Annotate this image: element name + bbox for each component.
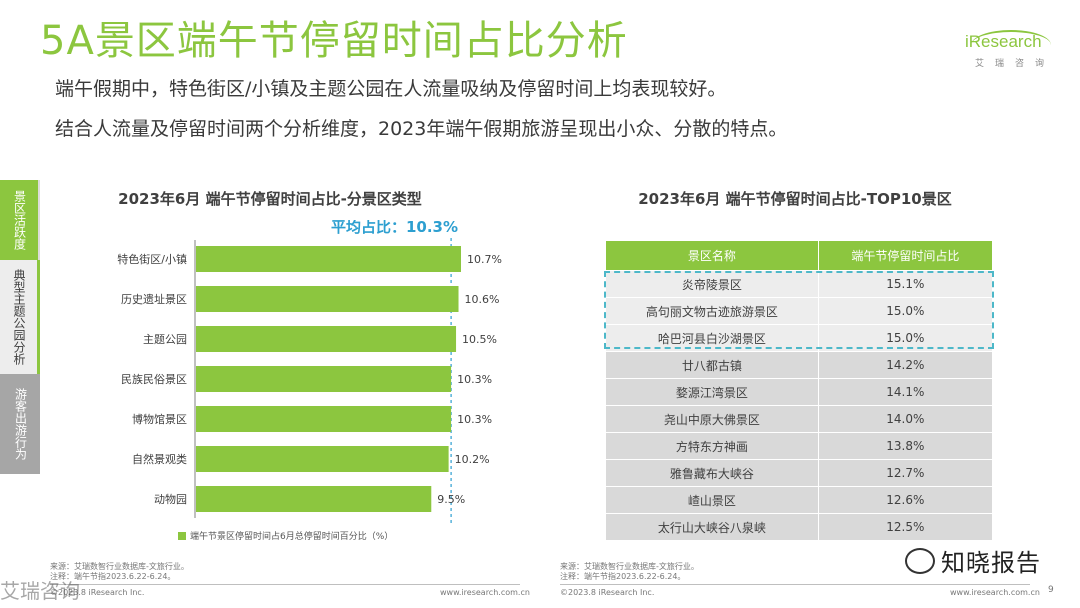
left-copyright: ©2023.8 iResearch Inc. [50,588,145,597]
table-row: 炎帝陵景区 15.1% [605,270,994,298]
category-label: 历史遗址景区 [121,292,187,306]
value-label: 10.2% [455,453,490,466]
table-cell-value: 12.7% [817,459,994,487]
bar [196,246,461,272]
footer-divider-right [560,584,1030,585]
table-cell-value: 14.1% [817,378,994,406]
value-label: 10.7% [467,253,502,266]
bar [196,446,449,472]
sidebar-item-behavior[interactable]: 游客出游行为 [0,374,40,474]
sidebar-item-activity[interactable]: 景区活跃度 [0,180,40,260]
table-row: 方特东方神画 13.8% [605,432,994,460]
table-cell-value: 14.2% [817,351,994,379]
source-line: 来源：艾瑞数智行业数据库-文旅行业。 [50,562,189,571]
bar [196,326,457,352]
value-label: 10.5% [462,333,497,346]
source-line: 来源：艾瑞数智行业数据库-文旅行业。 [560,562,699,571]
table-cell-name: 嵖山景区 [605,486,819,514]
table-cell-name: 廿八都古镇 [605,351,819,379]
category-label: 博物馆景区 [132,412,187,426]
logo-arc-icon [971,30,1051,60]
value-label: 10.3% [457,373,492,386]
table-cell-name: 尧山中原大佛景区 [605,405,819,433]
table-title: 2023年6月 端午节停留时间占比-TOP10景区 [638,190,952,208]
table-cell-name: 高句丽文物古迹旅游景区 [605,297,819,325]
sidebar: 景区活跃度 典型主题公园分析 游客出游行为 [0,180,40,474]
average-label: 平均占比：10.3% [331,220,458,236]
bar-chart: 平均占比：10.3% 特色街区/小镇 10.7% 历史遗址景区 10.6% 主题公园 10.… [117,220,502,525]
table-row: 婺源江湾景区 14.1% [605,378,994,406]
table-cell-value: 13.8% [817,432,994,460]
table-cell-value: 12.5% [817,513,994,541]
right-copyright: ©2023.8 iResearch Inc. [560,588,655,597]
value-label: 10.6% [465,293,500,306]
subtitle-line-2: 结合人流量及停留时间两个分析维度，2023年端午假期旅游呈现出小众、分散的特点。 [55,118,788,140]
watermark: 知晓报告 [905,543,1041,578]
note-line: 注释：端午节指2023.6.22-6.24。 [560,572,686,581]
category-label: 主题公园 [143,333,187,346]
table-header-name: 景区名称 [605,240,819,271]
bar [196,486,432,512]
category-label: 动物园 [154,492,187,506]
table-row: 高句丽文物古迹旅游景区 15.0% [605,297,994,325]
bar [196,286,459,312]
table-cell-value: 15.0% [817,297,994,325]
table-row: 嵖山景区 12.6% [605,486,994,514]
logo-text: iResearch [965,32,1042,51]
table-header-ratio: 端午节停留时间占比 [817,240,994,271]
watermark-text: 知晓报告 [941,549,1041,577]
table-row: 尧山中原大佛景区 14.0% [605,405,994,433]
sidebar-item-theme-park[interactable]: 典型主题公园分析 [0,260,40,374]
table-row: 廿八都古镇 14.2% [605,351,994,379]
right-url[interactable]: www.iresearch.com.cn [950,588,1040,597]
table-cell-name: 炎帝陵景区 [605,270,819,298]
note-line: 注释：端午节指2023.6.22-6.24。 [50,572,176,581]
sidebar-item-label: 景区活跃度 [12,190,27,250]
bar [196,366,452,392]
table-cell-name: 太行山大峡谷八泉峡 [605,513,819,541]
category-label: 特色街区/小镇 [117,252,187,266]
category-label: 民族民俗景区 [121,372,187,386]
legend-label: 端午节景区停留时间占6月总停留时间百分比（%） [190,532,394,542]
page-number: 9 [1048,585,1054,595]
value-label: 10.3% [457,413,492,426]
value-label: 9.5% [437,493,465,506]
legend-swatch [178,531,186,540]
category-label: 自然景观类 [132,452,187,466]
top3-highlight-box [604,271,994,349]
top10-table: 景区名称 端午节停留时间占比 炎帝陵景区 15.1% 高句丽文物古迹旅游景区 15.… [605,240,994,541]
table-cell-value: 14.0% [817,405,994,433]
table-cell-name: 方特东方神画 [605,432,819,460]
table-cell-name: 雅鲁藏布大峡谷 [605,459,819,487]
table-cell-value: 15.1% [817,270,994,298]
table-cell-name: 婺源江湾景区 [605,378,819,406]
footer-divider-left [50,584,520,585]
table-cell-value: 12.6% [817,486,994,514]
bar [196,406,452,432]
left-url[interactable]: www.iresearch.com.cn [440,588,530,597]
sidebar-item-label: 典型主题公园分析 [12,269,26,365]
chat-bubble-icon [905,547,935,574]
page-title: 5A景区端午节停留时间占比分析 [40,18,628,64]
left-source-note: 来源：艾瑞数智行业数据库-文旅行业。 注释：端午节指2023.6.22-6.24… [50,562,189,582]
subtitle-line-1: 端午假期中，特色街区/小镇及主题公园在人流量吸纳及停留时间上均表现较好。 [55,78,727,100]
iresearch-logo: iResearch 艾瑞咨询 [965,30,1055,72]
table-row: 雅鲁藏布大峡谷 12.7% [605,459,994,487]
table-row: 太行山大峡谷八泉峡 12.5% [605,513,994,541]
watermark-left: 艾瑞咨询 [0,579,80,603]
right-source-note: 来源：艾瑞数智行业数据库-文旅行业。 注释：端午节指2023.6.22-6.24… [560,562,699,582]
sidebar-item-label: 游客出游行为 [13,388,28,460]
logo-subtext: 艾瑞咨询 [975,59,1056,69]
bar-chart-title: 2023年6月 端午节停留时间占比-分景区类型 [118,190,422,208]
bar-chart-legend: 端午节景区停留时间占6月总停留时间百分比（%） [178,529,393,542]
